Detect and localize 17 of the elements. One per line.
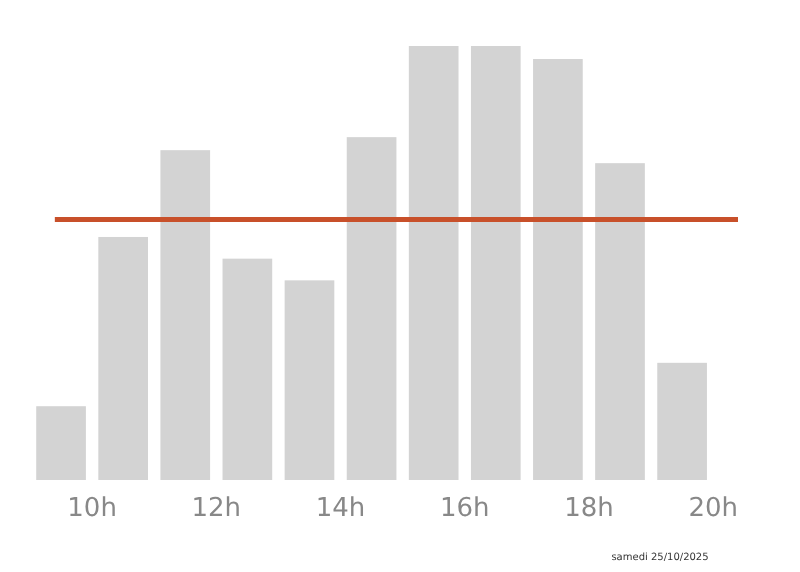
bar xyxy=(222,258,273,480)
bar xyxy=(657,362,707,480)
bar xyxy=(160,150,211,480)
bar xyxy=(36,406,86,480)
bar xyxy=(408,46,459,480)
x-tick-label: 12h xyxy=(191,494,242,525)
x-tick-label: 14h xyxy=(315,494,366,525)
bar xyxy=(346,137,397,480)
bar xyxy=(98,236,148,480)
bar xyxy=(284,280,335,480)
x-tick-label: 20h xyxy=(688,494,738,525)
x-tick-label: 16h xyxy=(439,494,490,525)
x-tick-label: 10h xyxy=(67,494,117,525)
x-tick-label: 18h xyxy=(564,494,614,525)
bar xyxy=(533,59,583,480)
bar xyxy=(470,46,521,480)
bar xyxy=(595,163,645,480)
